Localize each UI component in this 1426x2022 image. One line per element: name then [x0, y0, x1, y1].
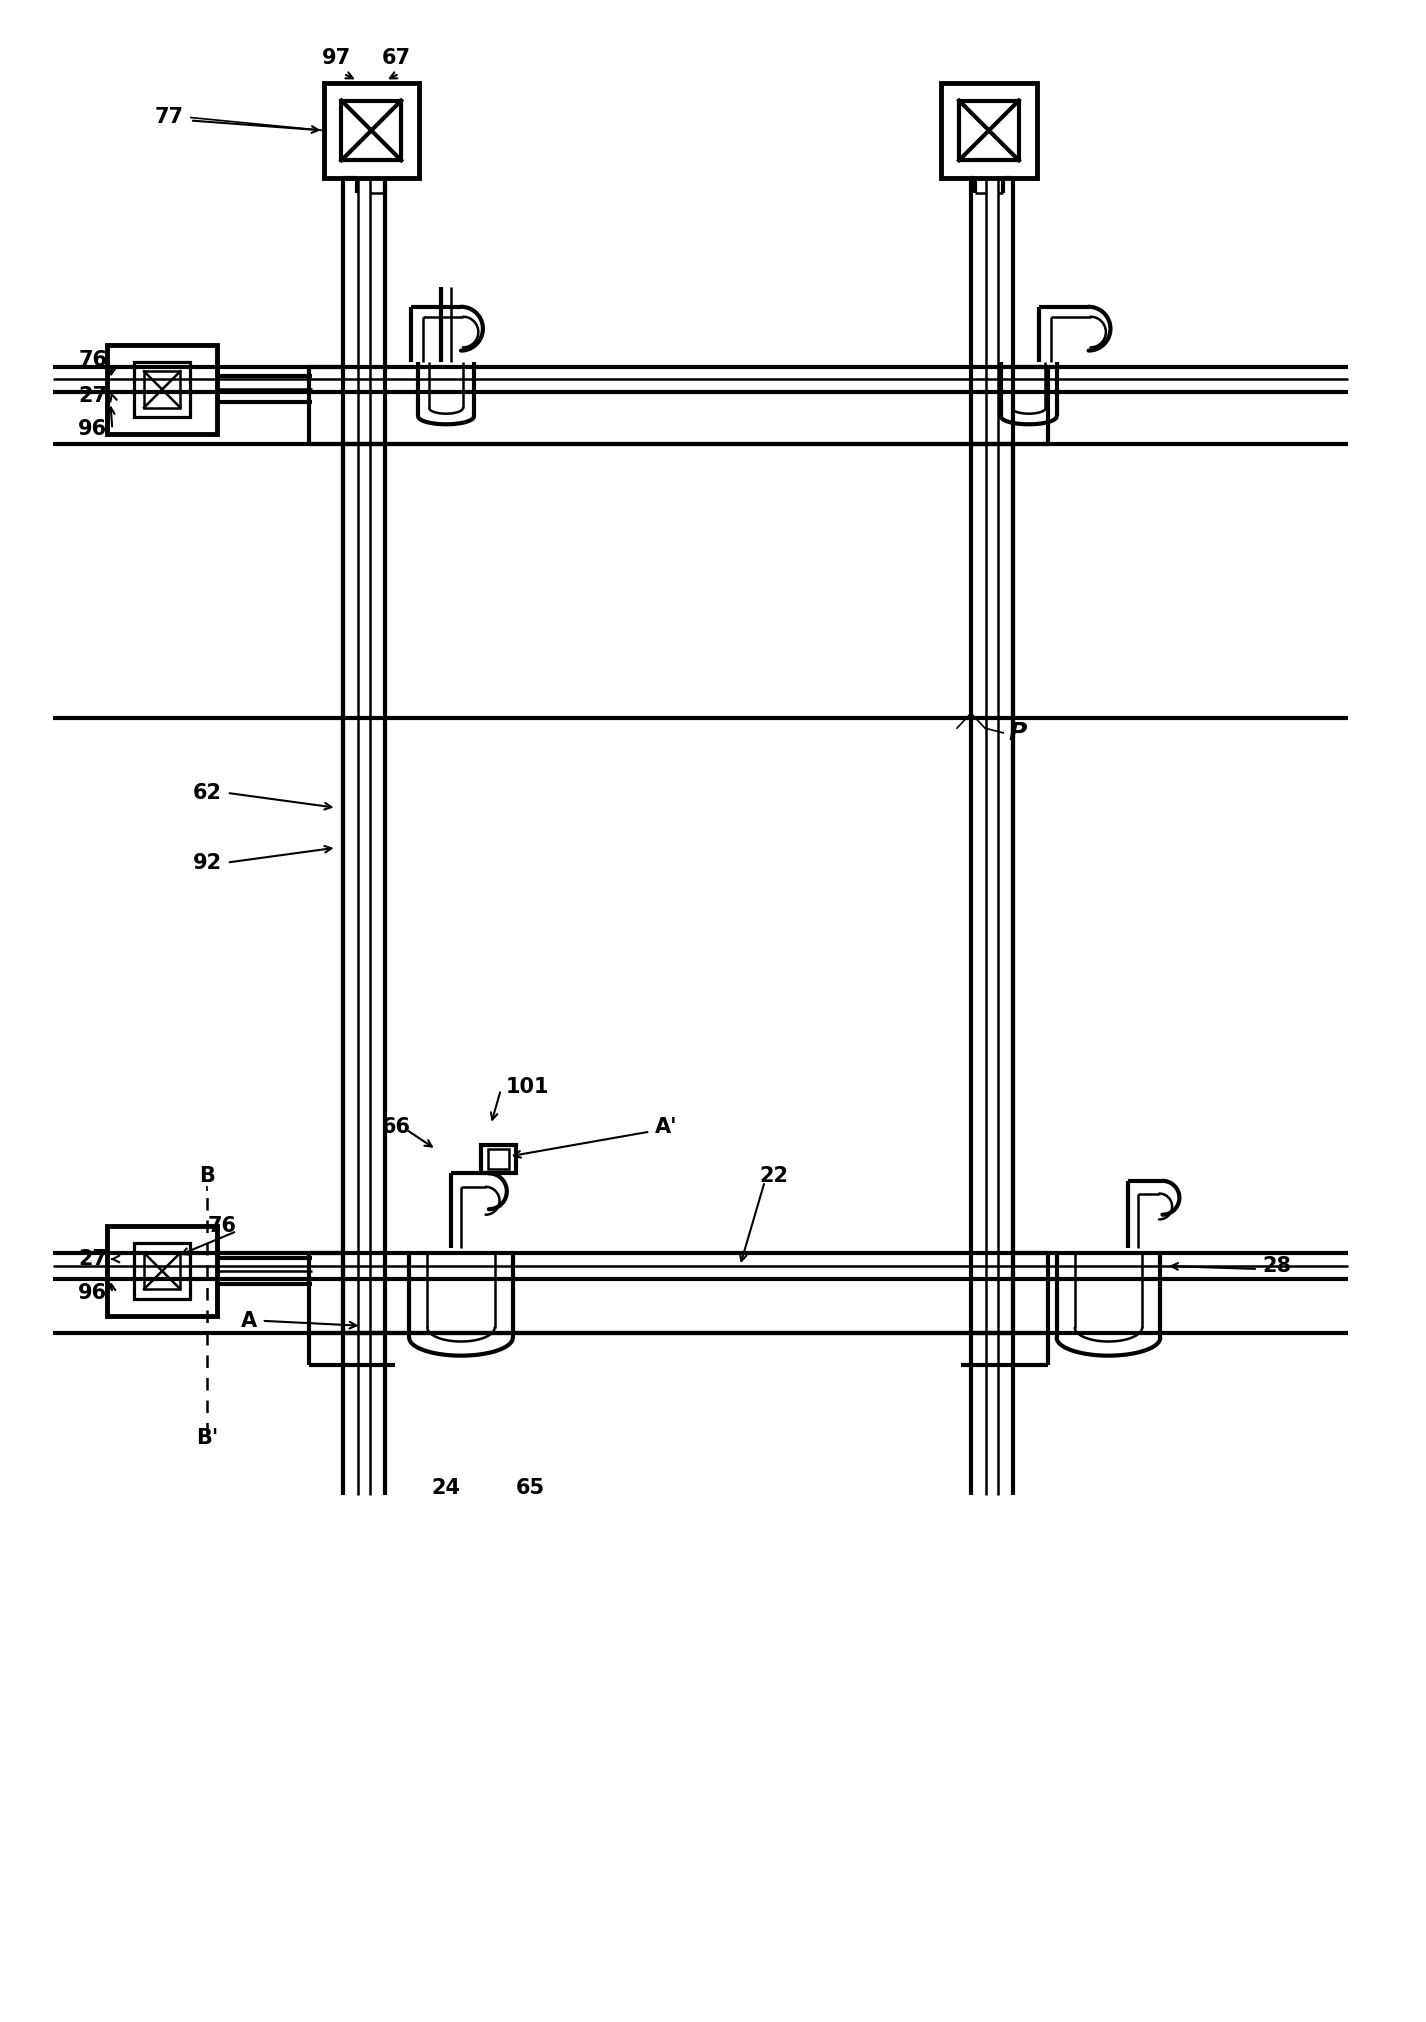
Bar — [134, 1244, 190, 1298]
Text: 76: 76 — [208, 1215, 237, 1235]
Text: 62: 62 — [193, 783, 222, 803]
Text: 77: 77 — [155, 107, 184, 127]
Bar — [324, 83, 419, 178]
Text: 76: 76 — [78, 350, 107, 370]
Bar — [488, 1148, 509, 1169]
Text: 97: 97 — [322, 49, 351, 67]
Bar — [144, 1254, 180, 1290]
Bar — [960, 101, 1018, 160]
Text: P: P — [1008, 722, 1027, 744]
Text: 27: 27 — [78, 386, 107, 406]
Text: 65: 65 — [516, 1478, 545, 1498]
Text: B: B — [200, 1167, 215, 1187]
Text: 28: 28 — [1263, 1256, 1292, 1276]
Text: A: A — [241, 1310, 257, 1330]
Text: 101: 101 — [506, 1076, 549, 1096]
Bar — [941, 83, 1037, 178]
Text: A': A' — [655, 1116, 677, 1136]
Text: 27: 27 — [78, 1250, 107, 1270]
Text: 96: 96 — [78, 1282, 107, 1302]
Text: 24: 24 — [432, 1478, 461, 1498]
Text: 22: 22 — [760, 1167, 789, 1187]
Bar — [107, 1225, 217, 1316]
Text: 92: 92 — [193, 853, 222, 874]
Text: 67: 67 — [382, 49, 411, 67]
Text: B': B' — [195, 1428, 218, 1448]
Bar — [107, 344, 217, 435]
Bar — [482, 1146, 516, 1173]
Bar — [344, 445, 1012, 1332]
Text: 66: 66 — [382, 1116, 411, 1136]
Text: 96: 96 — [78, 419, 107, 439]
Bar — [144, 372, 180, 408]
Bar — [341, 101, 401, 160]
Bar — [134, 362, 190, 417]
